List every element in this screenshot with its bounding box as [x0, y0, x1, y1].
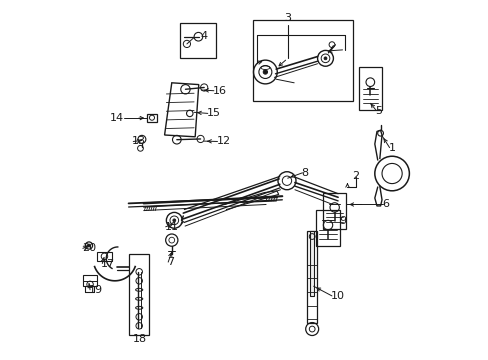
Bar: [83, 275, 97, 286]
Text: 16: 16: [212, 86, 226, 96]
Bar: [309, 231, 314, 296]
Text: 9: 9: [338, 216, 345, 226]
Text: 10: 10: [330, 291, 344, 301]
Bar: [146, 114, 157, 122]
Text: 8: 8: [301, 168, 308, 178]
Text: 3: 3: [284, 13, 291, 23]
Text: 13: 13: [132, 136, 146, 147]
Text: 15: 15: [206, 108, 220, 118]
Text: 11: 11: [164, 222, 178, 232]
Circle shape: [263, 70, 267, 74]
Text: 7: 7: [167, 257, 174, 267]
Text: 12: 12: [216, 136, 230, 147]
Circle shape: [324, 57, 326, 60]
Bar: [322, 193, 346, 229]
Bar: [179, 23, 215, 58]
Bar: [315, 210, 340, 246]
Bar: [97, 252, 112, 261]
Text: 20: 20: [81, 243, 96, 253]
Bar: [129, 254, 149, 335]
Text: 14: 14: [109, 113, 123, 123]
Circle shape: [172, 219, 175, 222]
Text: 1: 1: [387, 143, 395, 153]
Text: 19: 19: [89, 285, 103, 295]
Text: 2: 2: [351, 171, 358, 181]
Text: 4: 4: [200, 31, 207, 41]
Text: 18: 18: [133, 334, 147, 344]
Bar: [253, 20, 352, 101]
Text: 6: 6: [381, 199, 388, 210]
Circle shape: [87, 244, 90, 247]
Bar: [358, 67, 381, 110]
Text: 5: 5: [374, 105, 382, 116]
Bar: [307, 231, 316, 323]
Text: 17: 17: [101, 258, 115, 269]
